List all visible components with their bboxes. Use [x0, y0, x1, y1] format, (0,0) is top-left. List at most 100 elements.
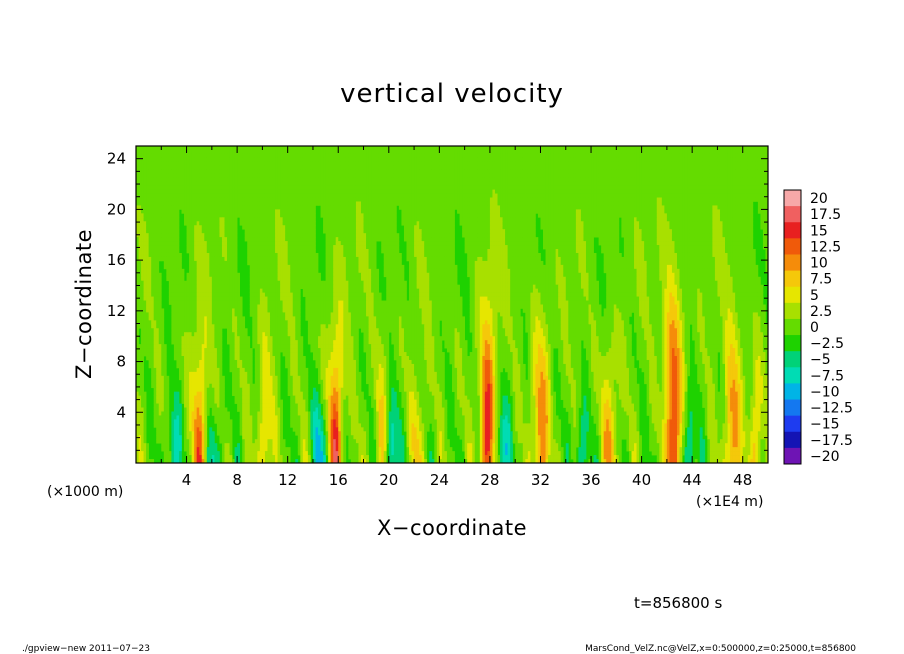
heatmap-cell	[187, 178, 190, 182]
heatmap-cell	[212, 154, 215, 158]
heatmap-cell	[247, 170, 250, 174]
heatmap-cell	[624, 186, 627, 190]
heatmap-cell	[401, 205, 404, 209]
heatmap-cell	[187, 194, 190, 198]
heatmap-cell	[179, 150, 182, 154]
heatmap-cell	[267, 186, 270, 190]
heatmap-cell	[621, 162, 624, 166]
heatmap-cell	[204, 221, 207, 225]
heatmap-cell	[750, 186, 753, 190]
heatmap-cell	[725, 194, 728, 198]
heatmap-cell	[391, 158, 394, 162]
heatmap-cell	[444, 209, 447, 213]
heatmap-cell	[503, 154, 506, 158]
heatmap-cell	[366, 182, 369, 186]
heatmap-cell	[333, 201, 336, 205]
heatmap-cell	[586, 221, 589, 225]
heatmap-cell	[654, 194, 657, 198]
heatmap-cell	[631, 150, 634, 154]
heatmap-cell	[194, 154, 197, 158]
heatmap-cell	[389, 158, 392, 162]
heatmap-cell	[358, 174, 361, 178]
heatmap-cell	[692, 178, 695, 182]
heatmap-cell	[184, 170, 187, 174]
heatmap-cell	[300, 213, 303, 217]
heatmap-cell	[447, 154, 450, 158]
heatmap-cell	[743, 205, 746, 209]
heatmap-cell	[498, 194, 501, 198]
heatmap-cell	[472, 178, 475, 182]
heatmap-cell	[528, 198, 531, 202]
heatmap-cell	[318, 190, 321, 194]
heatmap-cell	[725, 209, 728, 213]
heatmap-cell	[250, 194, 253, 198]
heatmap-cell	[530, 205, 533, 209]
heatmap-cell	[179, 205, 182, 209]
heatmap-cell	[144, 146, 147, 150]
heatmap-cell	[356, 178, 359, 182]
heatmap-cell	[470, 150, 473, 154]
heatmap-cell	[217, 170, 220, 174]
heatmap-cell	[447, 158, 450, 162]
heatmap-cell	[245, 146, 248, 150]
heatmap-cell	[417, 198, 420, 202]
heatmap-cell	[358, 201, 361, 205]
heatmap-cell	[637, 158, 640, 162]
heatmap-cell	[495, 150, 498, 154]
heatmap-cell	[199, 205, 202, 209]
heatmap-cell	[642, 162, 645, 166]
heatmap-cell	[290, 182, 293, 186]
heatmap-cell	[480, 213, 483, 217]
heatmap-cell	[482, 201, 485, 205]
heatmap-cell	[548, 201, 551, 205]
heatmap-cell	[647, 186, 650, 190]
heatmap-cell	[348, 150, 351, 154]
heatmap-cell	[164, 217, 167, 221]
heatmap-cell	[139, 174, 142, 178]
heatmap-cell	[657, 198, 660, 202]
heatmap-cell	[156, 201, 159, 205]
heatmap-cell	[305, 217, 308, 221]
heatmap-cell	[260, 162, 263, 166]
heatmap-cell	[492, 150, 495, 154]
heatmap-cell	[194, 221, 197, 225]
heatmap-cell	[520, 158, 523, 162]
heatmap-cell	[353, 146, 356, 150]
heatmap-cell	[318, 198, 321, 202]
heatmap-cell	[437, 154, 440, 158]
heatmap-cell	[518, 190, 521, 194]
heatmap-cell	[631, 201, 634, 205]
heatmap-cell	[599, 150, 602, 154]
heatmap-cell	[556, 201, 559, 205]
heatmap-cell	[237, 154, 240, 158]
heatmap-cell	[465, 213, 468, 217]
heatmap-cell	[523, 221, 526, 225]
heatmap-cell	[702, 158, 705, 162]
heatmap-cell	[303, 154, 306, 158]
heatmap-cell	[702, 205, 705, 209]
heatmap-cell	[391, 166, 394, 170]
heatmap-cell	[376, 178, 379, 182]
heatmap-cell	[558, 221, 561, 225]
heatmap-cell	[202, 213, 205, 217]
heatmap-cell	[745, 205, 748, 209]
heatmap-cell	[245, 158, 248, 162]
heatmap-cell	[674, 182, 677, 186]
heatmap-cell	[376, 209, 379, 213]
heatmap-cell	[616, 174, 619, 178]
heatmap-cell	[204, 174, 207, 178]
heatmap-cell	[599, 201, 602, 205]
heatmap-cell	[740, 170, 743, 174]
heatmap-cell	[139, 217, 142, 221]
heatmap-cell	[278, 158, 281, 162]
heatmap-cell	[333, 166, 336, 170]
heatmap-cell	[353, 150, 356, 154]
heatmap-cell	[146, 213, 149, 217]
heatmap-cell	[384, 201, 387, 205]
heatmap-cell	[328, 213, 331, 217]
heatmap-cell	[336, 182, 339, 186]
heatmap-cell	[328, 150, 331, 154]
heatmap-cell	[467, 146, 470, 150]
heatmap-cell	[540, 201, 543, 205]
heatmap-cell	[728, 146, 731, 150]
